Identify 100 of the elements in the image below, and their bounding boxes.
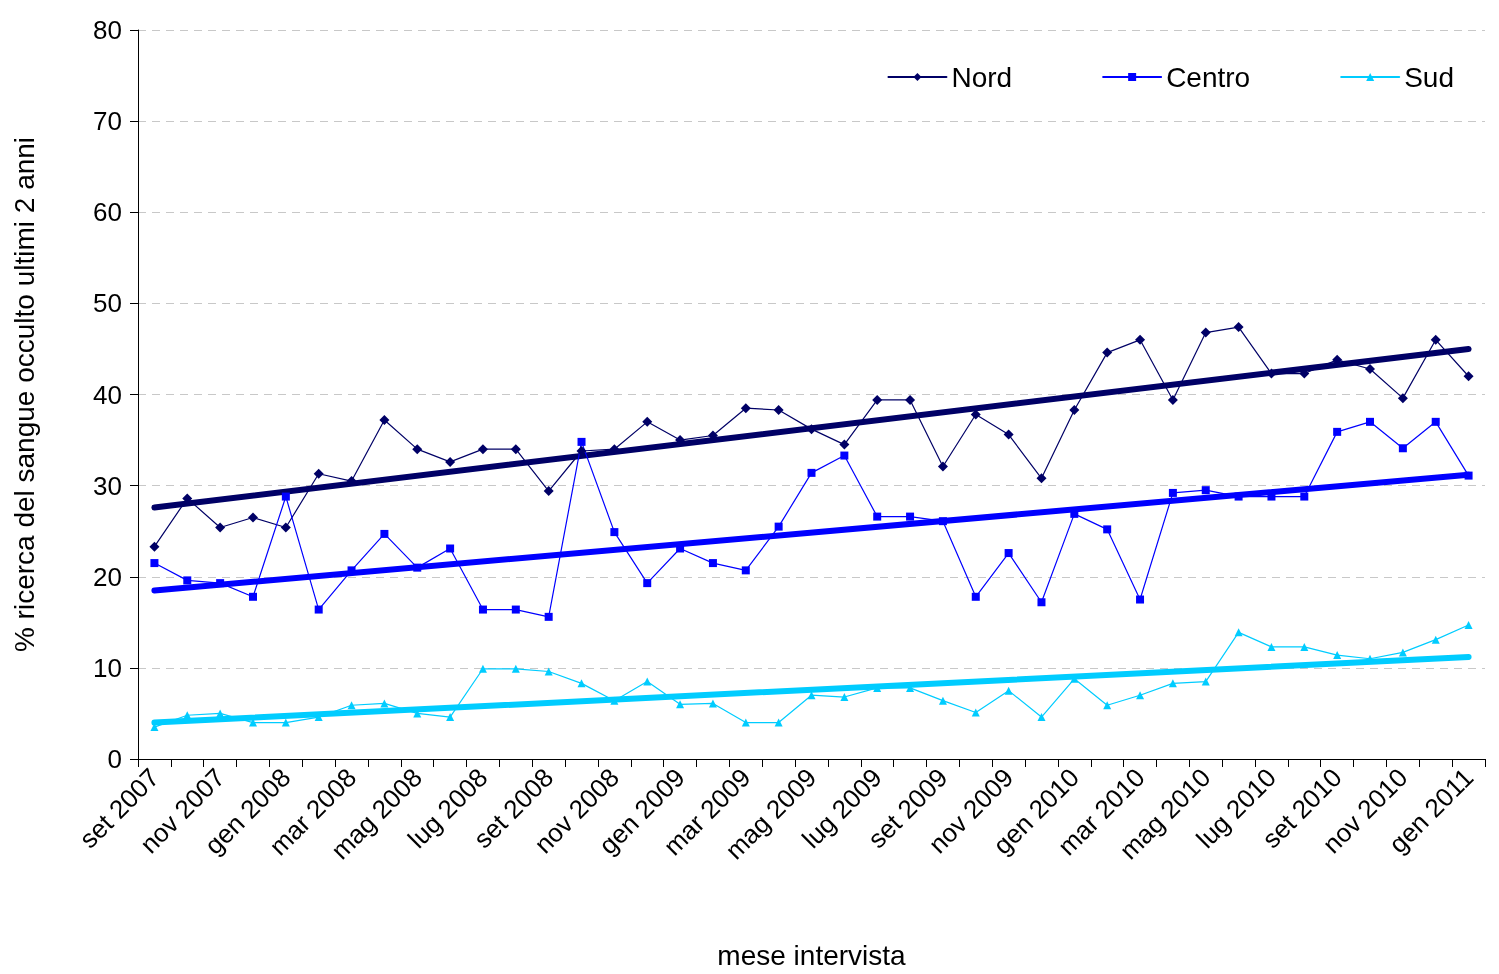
point [774,522,783,531]
y-tick-label: 30 [93,470,122,501]
point [1430,334,1441,345]
point [216,579,225,588]
point [610,528,619,537]
point [937,461,948,472]
point [379,415,390,426]
point [971,592,980,601]
point [740,403,751,414]
point [1397,393,1408,404]
point [1004,686,1013,695]
point [1036,473,1047,484]
point [807,691,816,700]
point [1167,394,1178,405]
point [1004,549,1013,558]
point [807,468,816,477]
point [380,529,389,538]
y-tick-label: 10 [93,652,122,683]
point [643,677,652,686]
point [1464,471,1473,480]
point [1300,492,1309,501]
legend-label: Centro [1166,61,1251,93]
point [281,718,290,727]
legend-label: Sud [1404,61,1455,93]
point [1431,635,1440,644]
y-tick-label: 70 [93,106,122,137]
point [1003,429,1014,440]
point [314,605,323,614]
point [446,713,455,722]
legend-label: Nord [951,61,1013,93]
point [150,559,159,568]
point [906,512,915,521]
point [510,444,521,455]
point [1037,713,1046,722]
point [577,679,586,688]
point [1168,488,1177,497]
point [577,437,586,446]
point [576,446,587,456]
point [215,522,226,533]
point [1135,334,1146,345]
point [971,708,980,717]
point [543,486,554,497]
point [872,394,883,405]
y-tick-label: 80 [93,15,122,45]
point [774,718,783,727]
point [412,444,423,455]
point [544,667,553,676]
point [1333,427,1342,436]
point [1201,677,1210,686]
point [347,701,356,710]
point [183,576,192,585]
point [840,451,849,460]
point [1069,404,1080,415]
point [247,512,258,523]
point [1233,322,1244,333]
y-tick-label: 20 [93,561,122,592]
point [477,444,488,455]
point [1300,642,1309,651]
point [773,404,784,415]
point [676,700,685,709]
point [1333,651,1342,660]
point [1136,595,1145,604]
point [1234,492,1243,501]
y-tick-label: 50 [93,288,122,319]
point [840,693,849,702]
point [1200,327,1211,338]
point [313,468,324,479]
point [938,517,947,526]
point [1103,525,1112,534]
y-tick-label: 60 [93,197,122,228]
x-axis-title: mese intervista [717,939,907,971]
point [873,512,882,521]
point [643,579,652,588]
point [478,605,487,614]
point [1464,621,1473,630]
point [1365,363,1376,374]
point [149,541,160,552]
point [511,605,520,614]
point [281,492,290,501]
point [445,456,456,467]
point [1398,444,1407,453]
point [413,563,422,572]
y-axis-title: % ricerca del sangue occulto ultimi 2 anni [8,136,40,653]
point [478,664,487,673]
point [1037,598,1046,607]
point [248,592,257,601]
y-tick-label: 0 [107,744,122,774]
point [544,612,553,621]
point [741,566,750,575]
point [446,544,455,553]
point [1366,417,1375,426]
point [1201,486,1210,495]
point [642,416,653,427]
point [1431,417,1440,426]
point [938,696,947,705]
point [708,559,717,568]
point [1267,642,1276,651]
point [1136,691,1145,700]
y-tick-label: 40 [93,379,122,410]
point [905,394,916,405]
